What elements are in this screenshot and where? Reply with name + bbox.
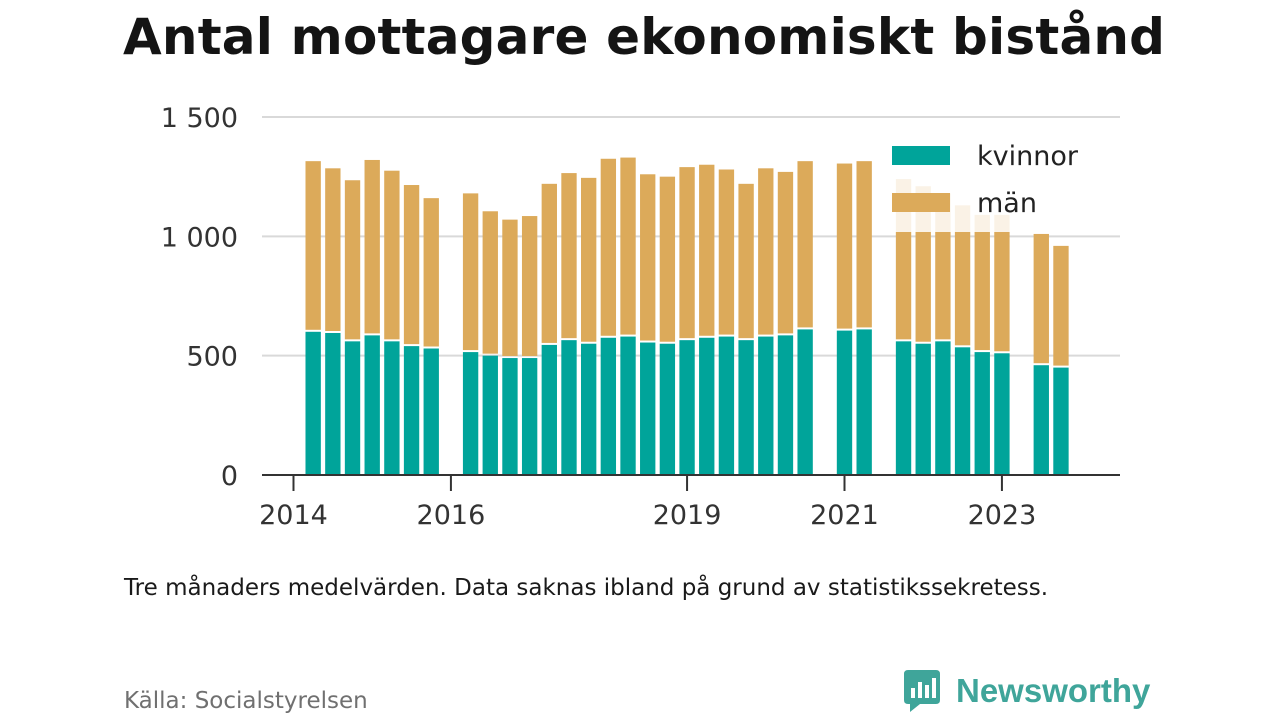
bar-kvinnor [895, 341, 912, 475]
y-tick-label: 0 [221, 461, 238, 492]
bar-kvinnor [679, 340, 695, 475]
x-tick-label: 2019 [653, 500, 722, 531]
bar-kvinnor [974, 352, 990, 475]
bar-kvinnor [640, 342, 656, 475]
newsworthy-logo-icon [904, 670, 940, 712]
bar-kvinnor [1033, 365, 1049, 475]
bar-man [502, 219, 518, 357]
source-text: Källa: Socialstyrelsen [124, 688, 368, 714]
bar-kvinnor [620, 336, 636, 475]
bar-kvinnor [344, 341, 361, 475]
bar-man [364, 159, 380, 334]
bar-kvinnor [718, 336, 735, 475]
bar-kvinnor [364, 335, 380, 475]
bar-kvinnor [403, 346, 420, 475]
bar-man [738, 183, 754, 339]
bar-man [797, 161, 813, 328]
chart-note: Tre månaders medelvärden. Data saknas ib… [124, 575, 1049, 601]
bar-man [482, 211, 498, 354]
bar-man [994, 214, 1010, 352]
bar-kvinnor [777, 335, 794, 475]
bar-kvinnor [600, 337, 617, 475]
bar-man [580, 177, 597, 342]
x-tick-label: 2014 [259, 500, 328, 531]
x-tick-label: 2021 [810, 500, 879, 531]
bar-kvinnor [994, 353, 1010, 475]
bar-man [384, 170, 400, 340]
bar-kvinnor [521, 358, 538, 475]
y-axis-labels: 0 500 1 000 1 500 [161, 103, 238, 492]
bar-man [954, 205, 971, 346]
legend-swatch [892, 193, 950, 212]
legend: kvinnor män [878, 132, 1100, 232]
bar-kvinnor [462, 352, 479, 475]
brand-name: Newsworthy [956, 672, 1151, 709]
bar-man [1053, 245, 1069, 366]
bar-man [462, 193, 479, 351]
bar-kvinnor [384, 341, 400, 475]
bar-man [659, 176, 676, 342]
bar-man [699, 164, 715, 336]
bar-man [718, 169, 735, 335]
bar-man [561, 173, 577, 339]
bar-kvinnor [580, 343, 597, 475]
legend-label: män [977, 188, 1037, 219]
bar-kvinnor [915, 343, 931, 475]
bar-kvinnor [856, 329, 872, 475]
x-tick-label: 2023 [968, 500, 1037, 531]
bar-man [344, 180, 361, 340]
bar-man [620, 157, 636, 335]
y-tick-label: 500 [186, 342, 238, 373]
bar-man [836, 163, 853, 329]
legend-label: kvinnor [977, 141, 1079, 172]
bar-kvinnor [1053, 367, 1069, 475]
bar-kvinnor [935, 341, 951, 475]
bar-kvinnor [659, 343, 676, 475]
bars [305, 157, 1069, 475]
bar-kvinnor [561, 340, 577, 475]
chart-title: Antal mottagare ekonomiskt bistånd [123, 8, 1166, 66]
bar-kvinnor [699, 337, 715, 475]
bar-kvinnor [836, 330, 853, 475]
bar-kvinnor [502, 358, 518, 475]
bar-kvinnor [305, 331, 321, 475]
y-tick-label: 1 500 [161, 103, 238, 134]
brand[interactable]: Newsworthy [902, 668, 1150, 714]
bar-man [1033, 233, 1049, 364]
bar-kvinnor [482, 355, 498, 475]
bar-kvinnor [325, 332, 341, 475]
bar-man [600, 158, 617, 336]
x-tick-label: 2016 [417, 500, 486, 531]
bar-kvinnor [797, 329, 813, 475]
bar-man [423, 198, 439, 347]
bar-man [856, 161, 872, 328]
bar-man [758, 168, 774, 335]
bar-kvinnor [423, 348, 439, 475]
legend-swatch [892, 146, 950, 165]
bar-man [640, 174, 656, 341]
bar-man [305, 161, 321, 330]
bar-man [974, 214, 990, 351]
bar-kvinnor [954, 347, 971, 475]
bar-man [679, 167, 695, 339]
bar-man [541, 183, 557, 343]
bar-man [777, 171, 794, 334]
bar-kvinnor [541, 344, 557, 475]
bar-kvinnor [758, 336, 774, 475]
bar-kvinnor [738, 340, 754, 475]
bar-man [521, 216, 538, 357]
bar-man [325, 168, 341, 331]
y-tick-label: 1 000 [161, 222, 238, 253]
x-axis: 2014 2016 2019 2021 2023 [259, 474, 1120, 531]
bar-man [403, 185, 420, 345]
